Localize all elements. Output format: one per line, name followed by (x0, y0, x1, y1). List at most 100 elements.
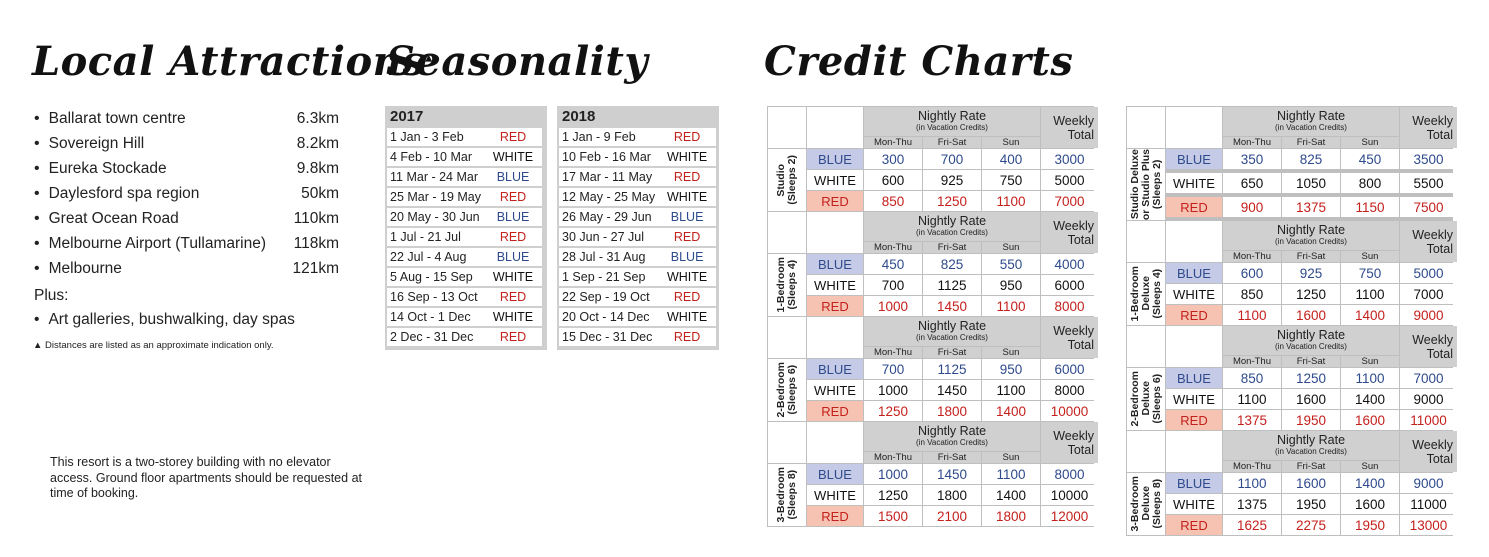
unit-block: Nightly Rate (in Vacation Credits) Weekly T… (1127, 107, 1457, 221)
season-dates: 1 Jan - 9 Feb (559, 128, 659, 146)
credit-value: 1600 (1341, 410, 1399, 431)
total-label: Total (1426, 241, 1453, 256)
season-row: 20 Oct - 14 Dec WHITE (559, 308, 717, 326)
credit-value: 11000 (1400, 410, 1457, 431)
credit-value: 750 (982, 170, 1040, 190)
credit-value: 700 (923, 149, 981, 169)
credit-value: 1600 (1282, 305, 1340, 326)
credit-value: 1400 (1341, 473, 1399, 494)
season-label: WHITE (1166, 494, 1222, 515)
fri-sat-header: Fri-Sat (1282, 461, 1340, 473)
credit-value: 11000 (1400, 494, 1457, 515)
credit-value: 4000 (1041, 254, 1098, 274)
fri-sat-header: Fri-Sat (923, 242, 981, 253)
season-label: WHITE (658, 188, 717, 206)
season-label: WHITE (658, 308, 717, 326)
attraction-row: Daylesford spa region 50km (34, 181, 339, 206)
attraction-name: Great Ocean Road (34, 210, 179, 228)
season-dates: 10 Feb - 16 Mar (559, 148, 659, 166)
attraction-row: Great Ocean Road 110km (34, 206, 339, 231)
season-row: 1 Sep - 21 Sep WHITE (559, 268, 717, 286)
header-blank (1166, 221, 1222, 263)
credit-value: 1100 (1223, 473, 1281, 494)
total-label: Total (1067, 337, 1094, 352)
mon-thu-header: Mon-Thu (864, 242, 922, 253)
credit-value: 1450 (923, 296, 981, 316)
fri-sat-header: Fri-Sat (1282, 356, 1340, 368)
in-credits-label: (in Vacation Credits) (1275, 122, 1347, 132)
credit-value: 3500 (1400, 149, 1457, 169)
credit-value: 13000 (1400, 515, 1457, 536)
season-label: BLUE (1166, 368, 1222, 389)
weekly-total-header: Weekly Total (1400, 326, 1457, 368)
weekly-total-header: Weekly Total (1041, 212, 1098, 253)
season-row: 14 Oct - 1 Dec WHITE (387, 308, 543, 326)
mon-thu-header: Mon-Thu (864, 347, 922, 358)
header-blank (1127, 326, 1165, 368)
credit-value: 1600 (1282, 473, 1340, 494)
season-label: BLUE (484, 248, 543, 266)
season-year: 2017 (390, 108, 424, 125)
attraction-name: Ballarat town centre (34, 110, 186, 128)
credit-value: 8000 (1041, 464, 1098, 484)
nightly-rate-label: Nightly Rate (1276, 108, 1346, 123)
unit-type-line: (Sleeps 8) (1150, 479, 1163, 529)
sun-header: Sun (982, 347, 1040, 358)
credit-value: 1000 (864, 380, 922, 400)
credit-value: 550 (982, 254, 1040, 274)
fri-sat-header: Fri-Sat (1282, 137, 1340, 148)
credit-value: 350 (1223, 149, 1281, 169)
season-year: 2018 (562, 108, 596, 125)
unit-type-label: 1-Bedroom (Sleeps 4) (768, 254, 806, 316)
attraction-distance: 118km (293, 234, 339, 252)
plus-label: Plus: (34, 287, 69, 304)
in-credits-label: (in Vacation Credits) (1275, 236, 1347, 246)
season-dates: 25 Mar - 19 May (387, 188, 485, 206)
unit-type-text: Studio (Sleeps 2) (775, 155, 798, 205)
season-row: 15 Dec - 31 Dec RED (559, 328, 717, 346)
header-blank (807, 107, 863, 148)
season-dates: 22 Sep - 19 Oct (559, 288, 659, 306)
header-blank (768, 107, 806, 148)
attraction-distance: 50km (301, 184, 339, 202)
credit-value: 950 (982, 275, 1040, 295)
weekly-total-header: Weekly Total (1041, 422, 1098, 463)
season-label: WHITE (484, 268, 543, 286)
season-label: RED (484, 328, 543, 346)
credit-value: 1500 (864, 506, 922, 526)
attraction-distance: 9.8km (296, 159, 339, 177)
mon-thu-header: Mon-Thu (1223, 251, 1281, 263)
in-credits-label: (in Vacation Credits) (1275, 341, 1347, 351)
season-label: RED (807, 191, 863, 211)
unit-block: Nightly Rate (in Vacation Credits) Weekly T… (1127, 326, 1457, 431)
attraction-row: Melbourne Airport (Tullamarine) 118km (34, 231, 339, 256)
season-row: 4 Feb - 10 Mar WHITE (387, 148, 543, 166)
mon-thu-header: Mon-Thu (1223, 461, 1281, 473)
credit-value: 8000 (1041, 380, 1098, 400)
season-row: 22 Jul - 4 Aug BLUE (387, 248, 543, 266)
sun-header: Sun (982, 137, 1040, 148)
fri-sat-header: Fri-Sat (923, 452, 981, 463)
unit-type-line: Deluxe (1139, 381, 1152, 417)
credit-value: 1950 (1282, 494, 1340, 515)
credit-value: 1800 (923, 401, 981, 421)
season-label: BLUE (658, 208, 717, 226)
season-label: BLUE (1166, 263, 1222, 284)
unit-type-line: Deluxe (1139, 276, 1152, 312)
credit-value: 1125 (923, 359, 981, 379)
season-row: 11 Mar - 24 Mar BLUE (387, 168, 543, 186)
season-dates: 22 Jul - 4 Aug (387, 248, 485, 266)
season-dates: 15 Dec - 31 Dec (559, 328, 659, 346)
total-label: Total (1067, 442, 1094, 457)
total-label: Total (1067, 232, 1094, 247)
credit-value: 900 (1223, 197, 1281, 218)
credit-value: 2100 (923, 506, 981, 526)
unit-type-line: (Sleeps 8) (786, 470, 798, 520)
attraction-row: Sovereign Hill 8.2km (34, 131, 339, 156)
credit-value: 1625 (1223, 515, 1281, 536)
sun-header: Sun (1341, 356, 1399, 368)
credit-value: 1250 (1282, 368, 1340, 389)
season-dates: 5 Aug - 15 Sep (387, 268, 485, 286)
credit-value: 1100 (1341, 368, 1399, 389)
nightly-rate-label: Nightly Rate (917, 213, 987, 228)
